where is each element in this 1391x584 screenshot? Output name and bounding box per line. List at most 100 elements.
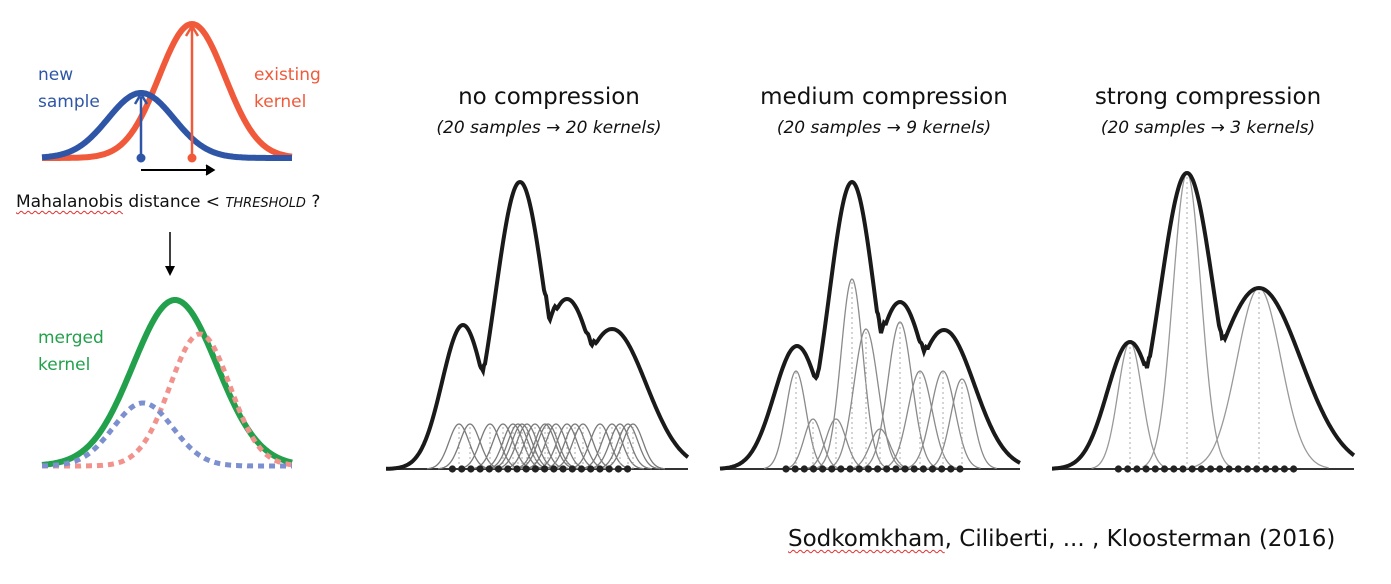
new-sample-curve <box>41 90 292 161</box>
kernel-curve <box>587 423 653 470</box>
sample-dot <box>1262 465 1270 473</box>
kernel-curve <box>502 423 568 470</box>
sample-dot <box>1188 465 1196 473</box>
sample-dot <box>892 465 900 473</box>
density-envelope-curve <box>1052 170 1356 471</box>
panel-subtitle-strong-compression: (20 samples → 3 kernels) <box>1100 118 1316 138</box>
citation-first-author: Sodkomkham <box>788 526 945 552</box>
question-middle: distance < <box>122 192 226 212</box>
kernel-curve <box>489 423 555 470</box>
question-word-mahalanobis: Mahalanobis <box>16 192 123 212</box>
existing-kernel-curve <box>42 20 293 161</box>
kernel-curve <box>542 423 608 470</box>
sample-dot <box>559 465 567 473</box>
kernel-curve <box>567 423 633 470</box>
sample-dot <box>1124 465 1132 473</box>
sample-dot <box>874 465 882 473</box>
sample-dot <box>782 465 790 473</box>
sample-dot <box>513 465 521 473</box>
new-sample-label-line2: sample <box>38 92 100 112</box>
sample-dot <box>1133 465 1141 473</box>
panel-no-compression <box>386 179 690 473</box>
sample-dot <box>1225 465 1233 473</box>
sample-dot <box>1207 465 1215 473</box>
sample-dot <box>800 465 808 473</box>
panel-title-medium-compression: medium compression <box>760 84 1008 110</box>
new-sample-arrowhead <box>133 91 149 105</box>
sample-dot <box>883 465 891 473</box>
sample-dot <box>1197 465 1205 473</box>
kernel-curve <box>881 370 958 470</box>
sample-dot <box>1290 465 1298 473</box>
sample-dot <box>1151 465 1159 473</box>
question-end: ? <box>305 192 321 212</box>
kernel-curve <box>534 423 600 470</box>
sample-dot <box>467 465 475 473</box>
existing-kernel-label: existing kernel <box>254 62 321 116</box>
sample-dot <box>624 465 632 473</box>
existing-kernel-label-line2: kernel <box>254 92 307 112</box>
sample-dot <box>596 465 604 473</box>
sample-dot <box>1271 465 1279 473</box>
sample-dot <box>910 465 918 473</box>
kernel-curve <box>426 423 492 470</box>
panel-medium-compression <box>719 179 1021 473</box>
sample-dot <box>1142 465 1150 473</box>
kernel-curve <box>595 423 661 470</box>
panel-title-strong-compression: strong compression <box>1094 84 1322 110</box>
sample-dot <box>587 465 595 473</box>
kernel-curve <box>926 378 997 470</box>
kernel-curve <box>827 328 904 469</box>
distance-arrowhead <box>205 164 216 176</box>
sample-dot <box>494 465 503 473</box>
sample-dot <box>947 465 955 473</box>
sample-dot <box>928 465 937 473</box>
sample-dot <box>1243 465 1252 473</box>
new-sample-center-dot <box>136 153 146 163</box>
sample-dot <box>901 465 909 473</box>
kernel-curve <box>784 418 842 470</box>
kernel-curve <box>515 423 581 470</box>
sample-dot <box>1234 465 1242 473</box>
sample-dot <box>568 465 576 473</box>
kernel-curve <box>550 423 616 470</box>
density-envelope-curve <box>719 179 1021 471</box>
sample-dot <box>485 465 493 473</box>
sample-dot <box>938 465 946 473</box>
sample-dot <box>809 465 818 473</box>
merge-question: Mahalanobis distance < THRESHOLD ? <box>16 192 320 212</box>
kernel-curve <box>763 370 829 470</box>
kernel-curve <box>494 423 560 470</box>
kernel-curve <box>904 370 981 470</box>
sample-dot <box>1114 465 1122 473</box>
sample-dot <box>919 465 928 473</box>
sample-dot <box>819 465 827 473</box>
sample-dot <box>846 465 854 473</box>
sample-dot <box>956 465 964 473</box>
kernel-curve <box>523 423 589 470</box>
sample-dot <box>458 465 466 473</box>
faded-new-sample-curve <box>42 400 292 469</box>
sample-dot <box>531 465 540 473</box>
existing-kernel-center-dot <box>187 153 197 163</box>
merged-kernel-diagram <box>41 297 293 469</box>
sample-dot <box>476 465 484 473</box>
sample-dot <box>1160 465 1169 473</box>
sample-dot <box>791 465 799 473</box>
panel-subtitle-no-compression: (20 samples → 20 kernels) <box>436 118 662 138</box>
merged-kernel-label-line1: merged <box>38 328 104 348</box>
kernel-curve <box>600 423 666 470</box>
existing-kernel-label-line1: existing <box>254 65 321 85</box>
sample-dot <box>504 465 512 473</box>
sample-dot <box>614 465 623 473</box>
sample-dot <box>605 465 613 473</box>
sample-dot <box>837 465 845 473</box>
merged-kernel-label: merged kernel <box>38 325 104 379</box>
question-threshold: THRESHOLD <box>225 196 306 211</box>
sample-dot <box>855 465 863 473</box>
merge-arrowhead <box>165 266 175 276</box>
sample-dot <box>864 465 873 473</box>
new-sample-label-line1: new <box>38 65 74 85</box>
panel-subtitle-medium-compression: (20 samples → 9 kernels) <box>776 118 992 138</box>
